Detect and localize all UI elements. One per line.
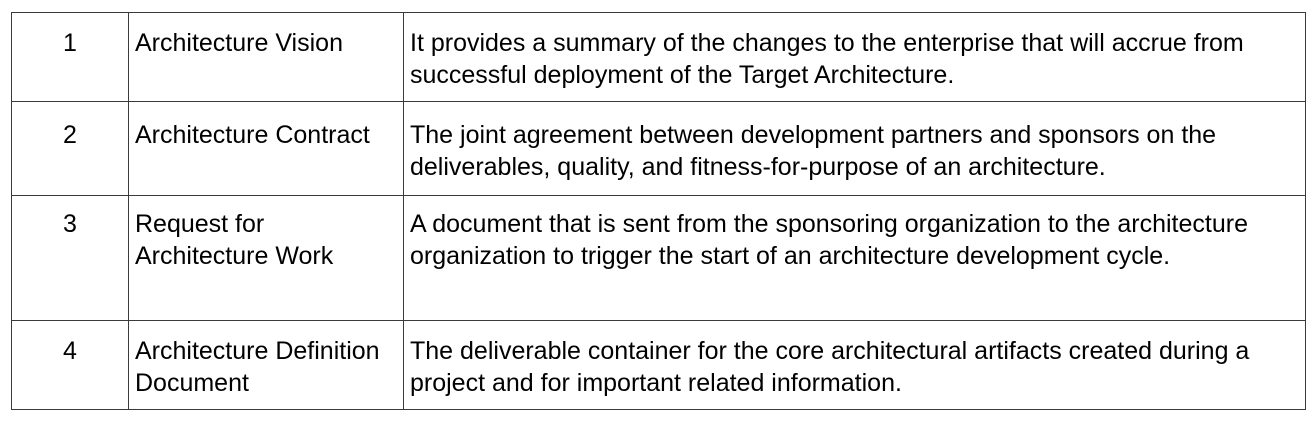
table-row: 1 Architecture Vision It provides a summ… [11,12,1306,102]
deliverable-name: Architecture Contract [128,101,404,196]
row-number: 1 [11,12,129,102]
table-row: 3 Request for Architecture Work A docume… [11,195,1306,321]
deliverable-description: It provides a summary of the changes to … [403,12,1306,102]
deliverable-description: The deliverable container for the core a… [403,320,1306,410]
deliverable-description: A document that is sent from the sponsor… [403,195,1306,321]
row-number: 3 [11,195,129,321]
deliverable-name: Architecture Definition Document [128,320,404,410]
table-row: 2 Architecture Contract The joint agreem… [11,101,1306,196]
row-number: 4 [11,320,129,410]
deliverable-name: Architecture Vision [128,12,404,102]
row-number: 2 [11,101,129,196]
deliverable-description: The joint agreement between development … [403,101,1306,196]
deliverable-name: Request for Architecture Work [128,195,404,321]
deliverables-table: 1 Architecture Vision It provides a summ… [11,12,1306,410]
table-row: 4 Architecture Definition Document The d… [11,320,1306,410]
